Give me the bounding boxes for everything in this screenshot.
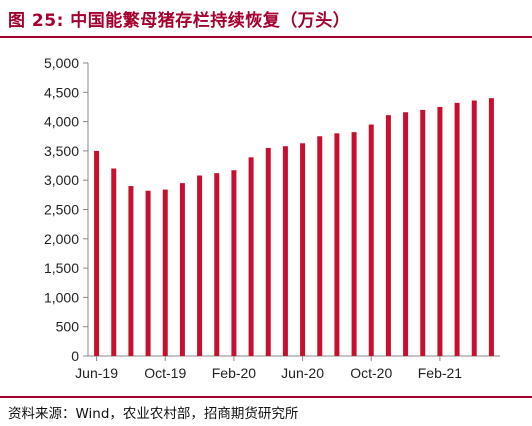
y-tick-label: 3,000 [44,172,79,188]
bar [282,146,288,356]
bar [437,106,443,356]
bar [471,100,477,356]
bar [128,186,134,356]
y-tick-label: 1,000 [44,289,79,305]
bar-chart: 0 500 1,000 1,500 2,000 2,500 3,000 3,500 4,000 4… [44,55,500,381]
bar [351,132,357,356]
source-divider [0,396,532,398]
bar [265,147,271,356]
bar [162,189,168,356]
bar [488,98,494,356]
y-tick-label: 1,500 [44,260,79,276]
bar [231,170,237,356]
bar [403,112,409,356]
chart-title: 图 25: 中国能繁母猪存栏持续恢复（万头） [8,11,351,31]
bar [420,109,426,356]
y-tick-label: 2,500 [44,202,79,218]
bar [300,143,306,356]
bar [111,168,117,356]
x-tick-label: Oct-19 [144,365,186,381]
y-tick-label: 3,500 [44,143,79,159]
x-tick-label: Oct-20 [350,365,392,381]
bar [317,136,323,356]
bar [368,124,374,356]
x-tick-label: Jun-20 [281,365,324,381]
bar [94,150,100,356]
bar [248,157,254,356]
bar [214,173,220,356]
y-tick-label: 5,000 [44,55,79,71]
bar [179,183,185,356]
title-divider [0,36,532,38]
bar [454,102,460,357]
source-note: 资料来源：Wind，农业农村部，招商期货研究所 [8,406,299,422]
bar [145,190,151,356]
bar [385,115,391,357]
y-tick-label: 500 [56,319,80,335]
y-tick-label: 2,000 [44,231,79,247]
x-tick-label: Jun-19 [75,365,118,381]
x-tick-label: Feb-20 [212,365,257,381]
y-tick-label: 0 [71,348,79,364]
bar [197,175,203,356]
bar [334,133,340,356]
x-tick-label: Feb-21 [418,365,463,381]
y-tick-label: 4,500 [44,84,79,100]
y-tick-label: 4,000 [44,114,79,130]
